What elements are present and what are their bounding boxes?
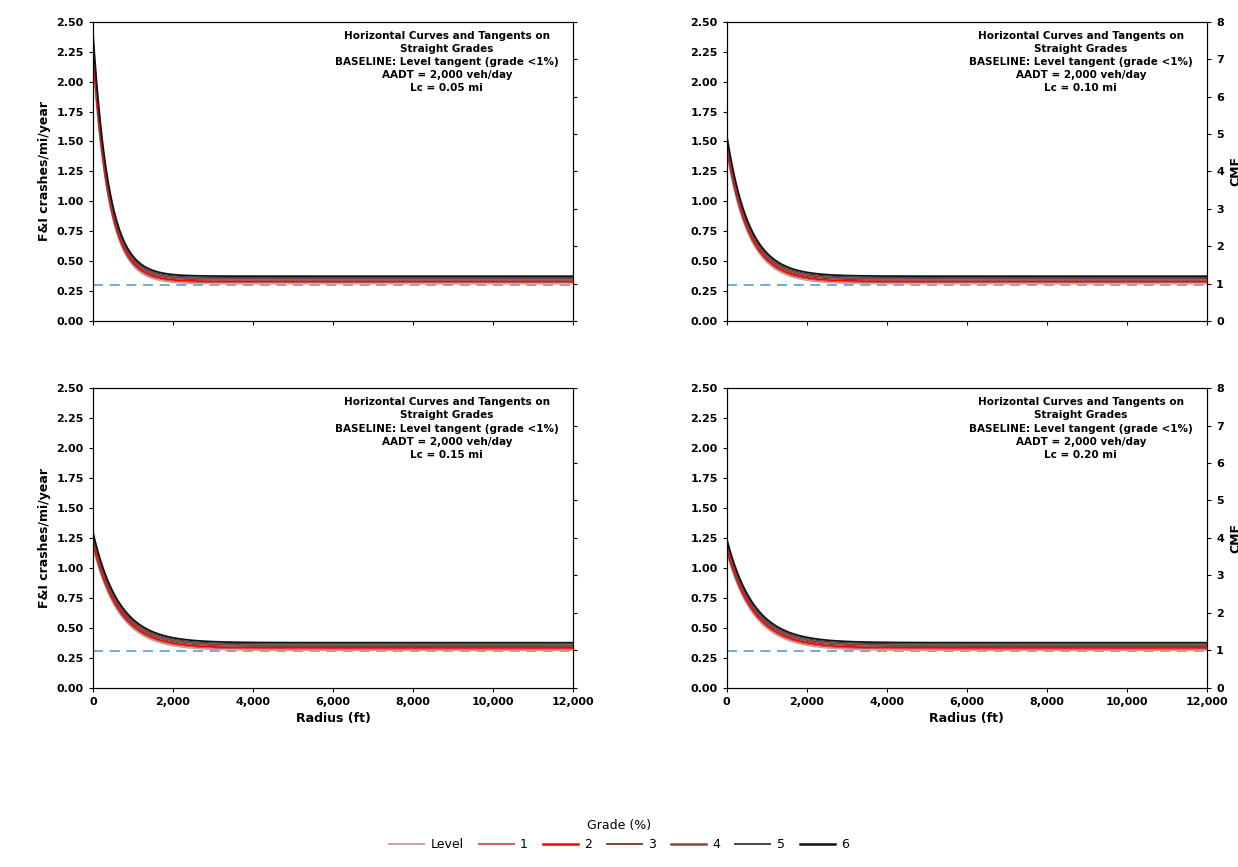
Text: Horizontal Curves and Tangents on
Straight Grades
BASELINE: Level tangent (grade: Horizontal Curves and Tangents on Straig… [969, 397, 1192, 460]
Y-axis label: F&I crashes/mi/year: F&I crashes/mi/year [38, 468, 51, 608]
X-axis label: Radius (ft): Radius (ft) [930, 712, 1004, 725]
Y-axis label: CMF: CMF [1229, 523, 1238, 553]
Y-axis label: F&I crashes/mi/year: F&I crashes/mi/year [38, 101, 51, 241]
Legend: Level, 1, 2, 3, 4, 5, 6: Level, 1, 2, 3, 4, 5, 6 [384, 814, 854, 857]
Text: Horizontal Curves and Tangents on
Straight Grades
BASELINE: Level tangent (grade: Horizontal Curves and Tangents on Straig… [969, 30, 1192, 94]
Text: Horizontal Curves and Tangents on
Straight Grades
BASELINE: Level tangent (grade: Horizontal Curves and Tangents on Straig… [335, 30, 558, 94]
Y-axis label: CMF: CMF [1229, 156, 1238, 186]
X-axis label: Radius (ft): Radius (ft) [296, 712, 370, 725]
Text: Horizontal Curves and Tangents on
Straight Grades
BASELINE: Level tangent (grade: Horizontal Curves and Tangents on Straig… [335, 397, 558, 460]
